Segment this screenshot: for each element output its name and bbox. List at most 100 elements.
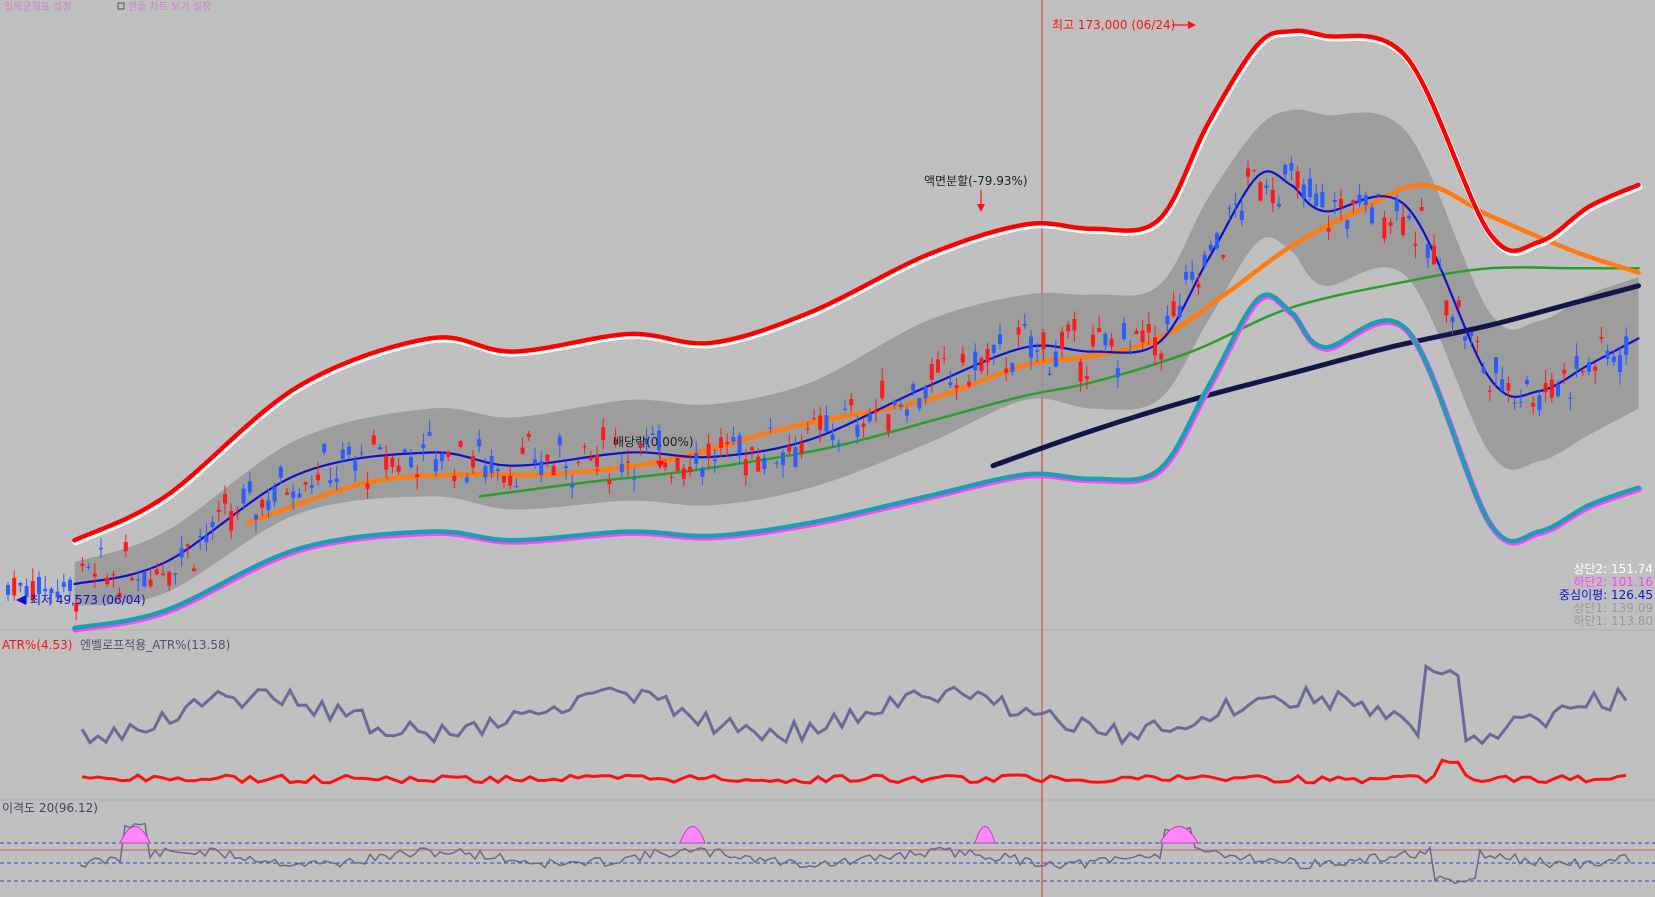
candle-body: [1425, 244, 1430, 258]
candle-body: [1041, 332, 1046, 350]
candle-body: [1370, 207, 1374, 224]
candle-body: [111, 574, 116, 576]
candle-body: [1053, 351, 1058, 367]
candle-body: [1066, 324, 1071, 332]
candle-body: [446, 451, 451, 457]
candle-body: [762, 457, 767, 469]
candle-body: [1456, 300, 1461, 307]
candle-body: [1388, 222, 1393, 226]
candle-body: [1295, 171, 1300, 188]
candle-body: [1549, 379, 1554, 398]
candle-body: [1029, 336, 1033, 358]
candle-body: [471, 456, 475, 468]
candle-body: [1221, 255, 1226, 258]
candle-body: [1339, 198, 1343, 208]
candle-body: [967, 381, 971, 386]
disparity-overbought-fill: [119, 826, 151, 844]
candle-body: [781, 452, 785, 466]
candle-body: [557, 436, 562, 445]
annotation-high: 최고 173,000 (06/24): [1052, 18, 1196, 32]
candle-body: [836, 443, 841, 445]
candle-body: [1035, 350, 1040, 352]
candle-body: [1506, 383, 1511, 391]
candle-body: [365, 483, 370, 489]
candle-body: [1004, 368, 1009, 373]
candle-body: [142, 571, 147, 587]
candle-body: [1060, 331, 1064, 349]
candle-body: [1097, 327, 1102, 332]
dividend-label: 배당락(0.00%): [613, 435, 694, 449]
candle-body: [954, 385, 959, 389]
candle-body: [582, 446, 587, 448]
candle-body: [99, 547, 103, 550]
candle-body: [291, 491, 296, 498]
candle-body: [948, 382, 953, 386]
candle-body: [340, 449, 345, 460]
candle-body: [1171, 301, 1176, 316]
candle-body: [508, 475, 513, 486]
top-legend-left: 일목균형표 설정: [4, 1, 72, 13]
candle-body: [502, 475, 506, 483]
candle-body: [1190, 271, 1195, 280]
candle-body: [1140, 330, 1145, 343]
candle-body: [1246, 168, 1250, 177]
candle-body: [979, 358, 984, 371]
candle-body: [1413, 243, 1418, 246]
candle-body: [632, 478, 637, 480]
candle-body: [489, 455, 494, 473]
candle-body: [564, 466, 568, 469]
candle-body: [1574, 356, 1579, 369]
candle-body: [886, 414, 891, 432]
candle-body: [1264, 185, 1269, 188]
candle-body: [1556, 384, 1560, 397]
candle-body: [1487, 390, 1492, 392]
candle-body: [1165, 315, 1170, 325]
candle-body: [1233, 203, 1238, 205]
candle-body: [229, 510, 234, 531]
candle-body: [1525, 379, 1529, 384]
candle-body: [458, 441, 463, 447]
candle-body: [725, 441, 730, 444]
candle-body: [136, 579, 141, 581]
atr-envelope-title: 엔벨로프적용_ATR%(13.58): [80, 638, 230, 652]
checkbox-icon[interactable]: [117, 2, 125, 10]
candle-body: [1258, 182, 1263, 201]
candle-body: [1091, 334, 1095, 347]
candle-body: [681, 468, 686, 480]
candle-body: [1605, 350, 1610, 359]
candle-body: [619, 463, 624, 473]
candle-body: [768, 427, 773, 429]
series-line-MA-orange: [246, 182, 1641, 525]
candle-body: [663, 462, 668, 468]
candle-body: [1022, 323, 1027, 326]
candle-body: [495, 469, 500, 472]
legend-item: 중심이평: 126.45: [1559, 588, 1653, 602]
candle-body: [316, 474, 320, 481]
candlesticks: [6, 156, 1629, 621]
candle-body: [818, 415, 823, 430]
candle-body: [638, 445, 643, 449]
candle-body: [1438, 268, 1443, 270]
candle-body: [570, 484, 575, 488]
candle-body: [1450, 317, 1455, 323]
candle-body: [130, 578, 134, 581]
candle-body: [309, 485, 314, 488]
candle-body: [123, 542, 128, 552]
legend-item: 하단1: 113.80: [1573, 614, 1653, 628]
candle-body: [1109, 338, 1114, 347]
envelope-band: [74, 109, 1639, 607]
candle-body: [576, 462, 581, 464]
disparity-overbought-fill: [1159, 826, 1199, 844]
candle-body: [1376, 193, 1381, 195]
candle-body: [830, 434, 835, 440]
candle-body: [161, 573, 165, 576]
candle-body: [167, 571, 172, 586]
candle-body: [595, 454, 599, 467]
candle-body: [1314, 193, 1319, 207]
candle-body: [1289, 162, 1294, 171]
candle-body: [551, 465, 556, 476]
candle-body: [173, 573, 178, 575]
disparity-panel: [0, 822, 1655, 885]
candle-body: [223, 493, 227, 504]
